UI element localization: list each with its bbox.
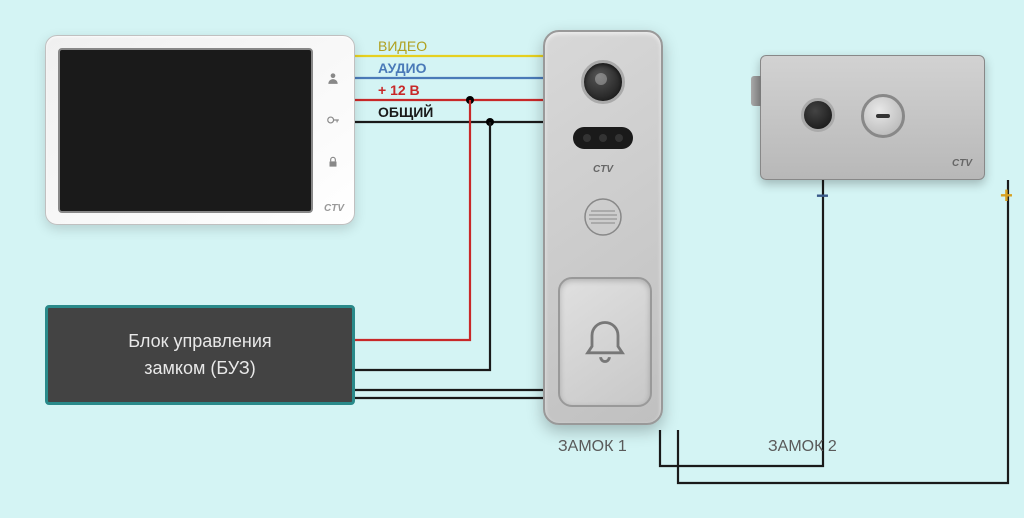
label-lock1: ЗАМОК 1 <box>558 438 627 456</box>
wire-power-buz <box>355 100 470 340</box>
buz-label-line2: замком (БУЗ) <box>128 355 271 382</box>
label-lock2: ЗАМОК 2 <box>768 438 837 456</box>
key-icon <box>326 113 340 127</box>
buz-block: Блок управления замком (БУЗ) <box>45 305 355 405</box>
lock-button <box>801 98 835 132</box>
lock-icon <box>326 155 340 169</box>
doorbell-brand: CTV <box>593 164 613 175</box>
bell-icon <box>579 316 631 368</box>
person-icon <box>326 71 340 85</box>
doorbell-panel: CTV <box>543 30 663 425</box>
label-audio: АУДИО <box>378 60 427 76</box>
wire-common-buz <box>355 122 490 370</box>
buz-label-line1: Блок управления <box>128 328 271 355</box>
wire-lock2-plus <box>678 180 1008 483</box>
monitor-side-icons <box>324 71 342 169</box>
label-power: + 12 В <box>378 82 420 98</box>
wire-lock2-minus <box>660 180 823 466</box>
call-button[interactable] <box>558 277 652 407</box>
monitor-brand: CTV <box>324 203 344 214</box>
electric-lock: CTV <box>760 55 985 180</box>
monitor-screen <box>58 48 313 213</box>
lock-bolt <box>751 76 761 106</box>
label-video: ВИДЕО <box>378 38 427 54</box>
lock-brand: CTV <box>952 158 972 169</box>
video-monitor: CTV <box>45 35 355 225</box>
polarity-minus: − <box>816 183 829 209</box>
polarity-plus: + <box>1000 183 1013 209</box>
speaker-icon <box>583 197 623 237</box>
label-common: ОБЩИЙ <box>378 104 433 120</box>
doorbell-camera <box>581 60 625 104</box>
doorbell-ir-leds <box>573 127 633 149</box>
lock-keyhole <box>861 94 905 138</box>
